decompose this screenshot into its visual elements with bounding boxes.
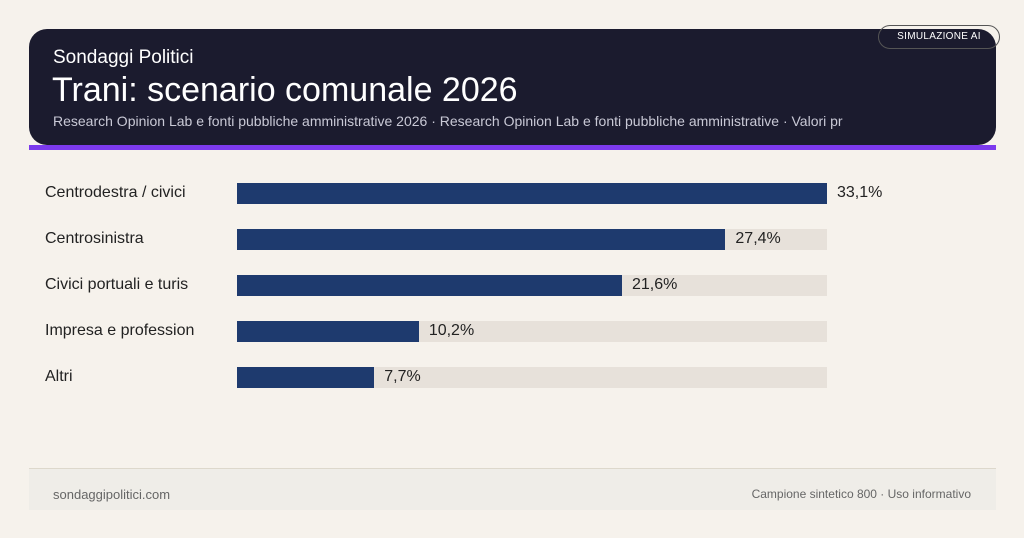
category-label: Centrodestra / civici xyxy=(45,184,186,201)
bar xyxy=(237,321,419,342)
simulation-badge: SIMULAZIONE AI xyxy=(878,25,1000,49)
header-panel: Sondaggi Politici Trani: scenario comuna… xyxy=(29,29,996,145)
bar-track xyxy=(237,321,827,342)
page-title: Trani: scenario comunale 2026 xyxy=(52,71,518,109)
value-label: 33,1% xyxy=(837,184,883,201)
bar xyxy=(237,229,726,250)
footer-site: sondaggipolitici.com xyxy=(53,487,171,502)
chart-row: Impresa e profession 10,2% xyxy=(0,321,1024,343)
bar-track xyxy=(237,275,827,296)
category-label: Altri xyxy=(45,368,73,385)
category-label: Civici portuali e turis xyxy=(45,276,189,293)
chart-row: Centrosinistra 27,4% xyxy=(0,229,1024,251)
bar xyxy=(237,183,827,204)
value-label: 27,4% xyxy=(735,230,781,247)
bar-track xyxy=(237,229,827,250)
category-label: Impresa e profession xyxy=(45,322,195,339)
brand-name: Sondaggi Politici xyxy=(53,47,194,68)
value-label: 21,6% xyxy=(632,276,678,293)
accent-bar xyxy=(29,145,996,150)
category-label: Centrosinistra xyxy=(45,230,144,247)
footer-note: Campione sintetico 800 · Uso informativo xyxy=(751,487,971,501)
chart-row: Civici portuali e turis 21,6% xyxy=(0,275,1024,297)
bar xyxy=(237,275,622,296)
bar-track xyxy=(237,183,827,204)
bar-track xyxy=(237,367,827,388)
bar xyxy=(237,367,375,388)
chart-row: Altri 7,7% xyxy=(0,367,1024,389)
value-label: 10,2% xyxy=(428,322,475,339)
footer: sondaggipolitici.com Campione sintetico … xyxy=(29,468,996,510)
value-label: 7,7% xyxy=(384,368,421,385)
source-subtitle: Research Opinion Lab e fonti pubbliche a… xyxy=(53,113,843,129)
chart-row: Centrodestra / civici 33,1% xyxy=(0,183,1024,205)
